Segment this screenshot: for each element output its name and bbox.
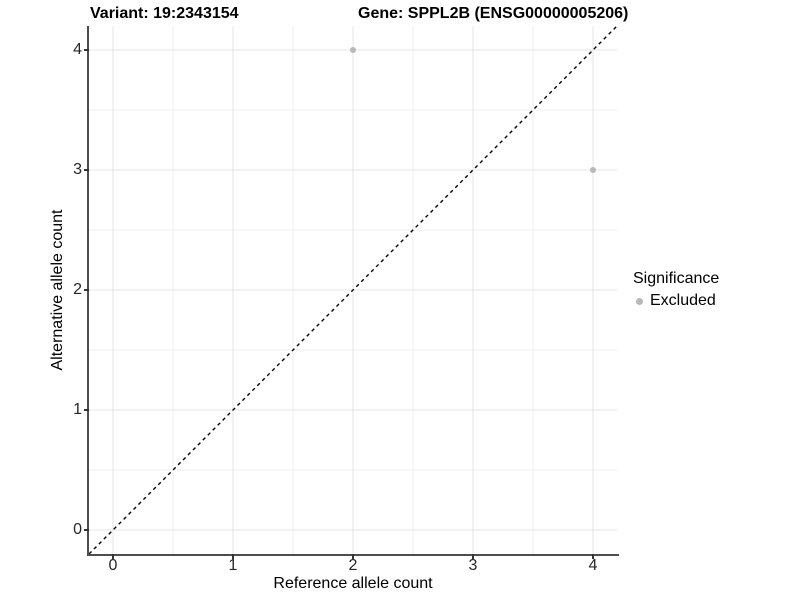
y-tick-label: 3 [73,161,82,178]
y-tick-mark [84,409,89,411]
x-tick-mark [112,554,114,559]
x-tick-mark [592,554,594,559]
x-tick-mark [352,554,354,559]
y-tick-label: 0 [73,521,82,538]
y-tick-label: 2 [73,281,82,298]
x-axis-label: Reference allele count [273,575,433,592]
x-tick-mark [232,554,234,559]
legend-item-excluded: Excluded [633,291,719,311]
excluded-point-icon [636,297,643,305]
legend-title: Significance [633,270,720,287]
y-tick-mark [84,169,89,171]
variant-title: Variant: 19:2343154 [90,5,239,22]
y-tick-label: 1 [73,401,82,418]
plot-canvas [89,26,617,554]
y-axis-label: Alternative allele count [49,209,66,371]
x-tick-mark [472,554,474,559]
plot-panel [87,26,619,556]
data-point [590,167,596,173]
gene-title: Gene: SPPL2B (ENSG00000005206) [358,5,629,22]
legend-item-label: Excluded [650,292,716,309]
y-tick-mark [84,529,89,531]
x-tick-label: 3 [468,557,478,574]
y-tick-mark [84,289,89,291]
x-tick-label: 2 [348,557,358,574]
identity-line [89,26,617,554]
data-point [350,47,356,53]
x-tick-label: 4 [588,557,598,574]
legend: Significance Excluded [633,269,719,311]
y-tick-mark [84,49,89,51]
y-tick-label: 4 [73,41,82,58]
x-tick-label: 1 [228,557,238,574]
x-tick-label: 0 [108,557,118,574]
